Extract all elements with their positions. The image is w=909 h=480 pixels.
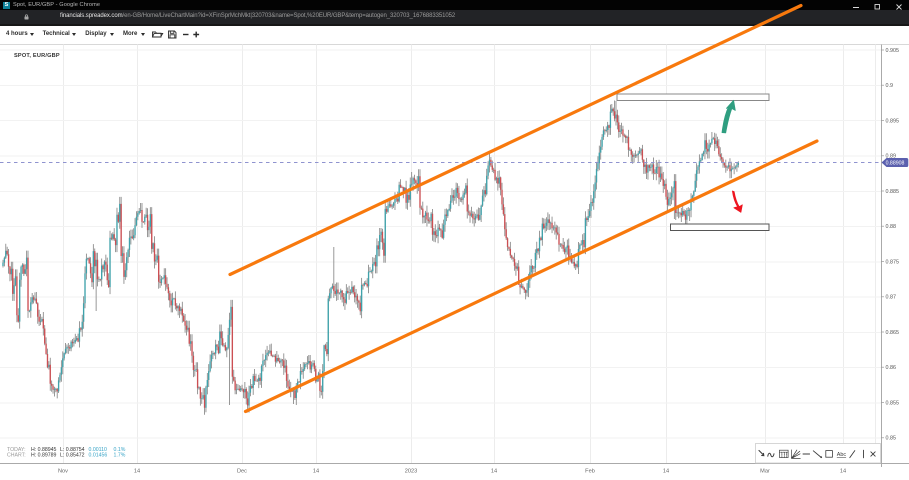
svg-text:0.87: 0.87 [886,295,897,301]
svg-text:0.855: 0.855 [886,400,900,406]
svg-text:0.875: 0.875 [886,259,900,265]
svg-text:14: 14 [134,469,140,475]
svg-text:H: 0.89789: H: 0.89789 [31,453,56,459]
svg-text:0.01456: 0.01456 [89,453,108,459]
svg-text:14: 14 [663,469,669,475]
svg-text:0.865: 0.865 [886,330,900,336]
svg-text:0.88: 0.88 [886,224,897,230]
svg-text:0.1%: 0.1% [114,447,126,453]
svg-text:Abc: Abc [837,452,847,458]
svg-text:0.85: 0.85 [886,436,897,442]
svg-text:SPOT, EUR/GBP: SPOT, EUR/GBP [14,53,60,59]
svg-text:0.895: 0.895 [886,118,900,124]
svg-text:0.885: 0.885 [886,189,900,195]
svg-text:L: 0.85472: L: 0.85472 [60,453,85,459]
svg-text:0.88908: 0.88908 [886,161,905,167]
svg-text:0.905: 0.905 [886,48,900,54]
svg-text:0.89: 0.89 [886,154,897,160]
svg-text:Nov: Nov [58,469,68,475]
svg-text:14: 14 [491,469,497,475]
svg-text:H: 0.88945: H: 0.88945 [31,447,56,453]
svg-text:CHART:: CHART: [7,453,26,459]
svg-text:0.00110: 0.00110 [89,447,107,453]
svg-text:14: 14 [313,469,319,475]
svg-text:L: 0.88754: L: 0.88754 [60,447,85,453]
svg-text:14: 14 [840,469,846,475]
svg-text:TODAY:: TODAY: [7,447,26,453]
svg-text:0.9: 0.9 [886,83,894,89]
svg-text:Feb: Feb [585,469,595,475]
svg-text:0.86: 0.86 [886,365,897,371]
svg-text:2023: 2023 [405,469,417,475]
svg-text:1.7%: 1.7% [114,453,126,459]
svg-text:Mar: Mar [760,469,770,475]
svg-text:Dec: Dec [237,469,247,475]
